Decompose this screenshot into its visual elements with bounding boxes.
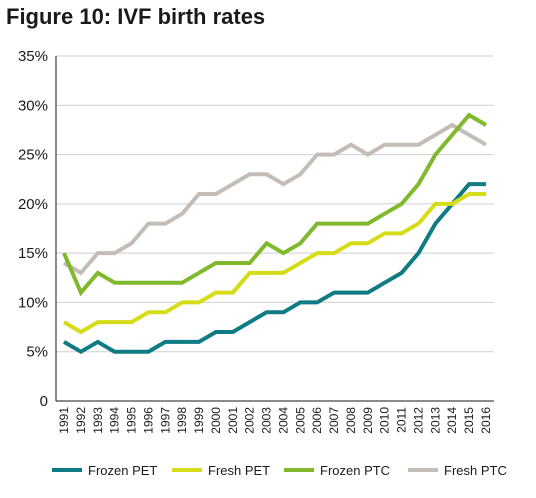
y-tick-label: 20% [18, 196, 48, 213]
y-tick-label: 35% [18, 48, 48, 65]
x-tick-label: 2006 [310, 407, 324, 434]
series-line-fresh-ptc [62, 122, 488, 276]
x-tick-label: 2009 [361, 407, 375, 434]
x-tick-label: 2001 [226, 407, 240, 434]
legend-label: Frozen PTC [320, 463, 390, 478]
x-tick-label: 1994 [108, 407, 122, 434]
x-tick-label: 1997 [158, 407, 172, 434]
y-tick-label: 5% [26, 344, 48, 361]
x-tick-label: 2011 [395, 407, 409, 433]
x-tick-label: 1992 [74, 407, 88, 434]
legend-label: Frozen PET [88, 463, 157, 478]
x-tick-label: 2004 [276, 407, 290, 434]
y-tick-label: 15% [18, 245, 48, 262]
x-tick-label: 2014 [445, 407, 459, 434]
chart-title: Figure 10: IVF birth rates [6, 4, 266, 29]
x-tick-label: 2005 [293, 407, 307, 434]
x-tick-label: 2012 [411, 407, 425, 434]
x-tick-label: 2010 [378, 407, 392, 434]
y-tick-label: 25% [18, 147, 48, 164]
x-tick-label: 2007 [327, 407, 341, 434]
legend-label: Fresh PET [208, 463, 270, 478]
x-tick-label: 2016 [479, 407, 493, 434]
x-tick-label: 2003 [260, 407, 274, 434]
x-tick-label: 2015 [462, 407, 476, 434]
series-line-fresh-pet [62, 192, 486, 335]
x-tick-label: 2000 [209, 407, 223, 434]
x-tick-label: 1999 [192, 407, 206, 434]
y-tick-label: 0 [40, 393, 48, 410]
x-tick-label: 1993 [91, 407, 105, 434]
y-tick-label: 30% [18, 97, 48, 114]
x-tick-label: 1996 [141, 407, 155, 434]
x-tick-label: 1995 [125, 407, 139, 434]
legend-label: Fresh PTC [444, 463, 507, 478]
x-tick-label: 2002 [243, 407, 257, 434]
x-tick-label: 1991 [57, 407, 71, 434]
x-tick-label: 2008 [344, 407, 358, 434]
y-tick-label: 10% [18, 294, 48, 311]
x-tick-label: 1998 [175, 407, 189, 434]
series-line-frozen-ptc [62, 112, 488, 297]
x-tick-label: 2013 [428, 407, 442, 434]
series-line-frozen-pet [62, 182, 486, 355]
